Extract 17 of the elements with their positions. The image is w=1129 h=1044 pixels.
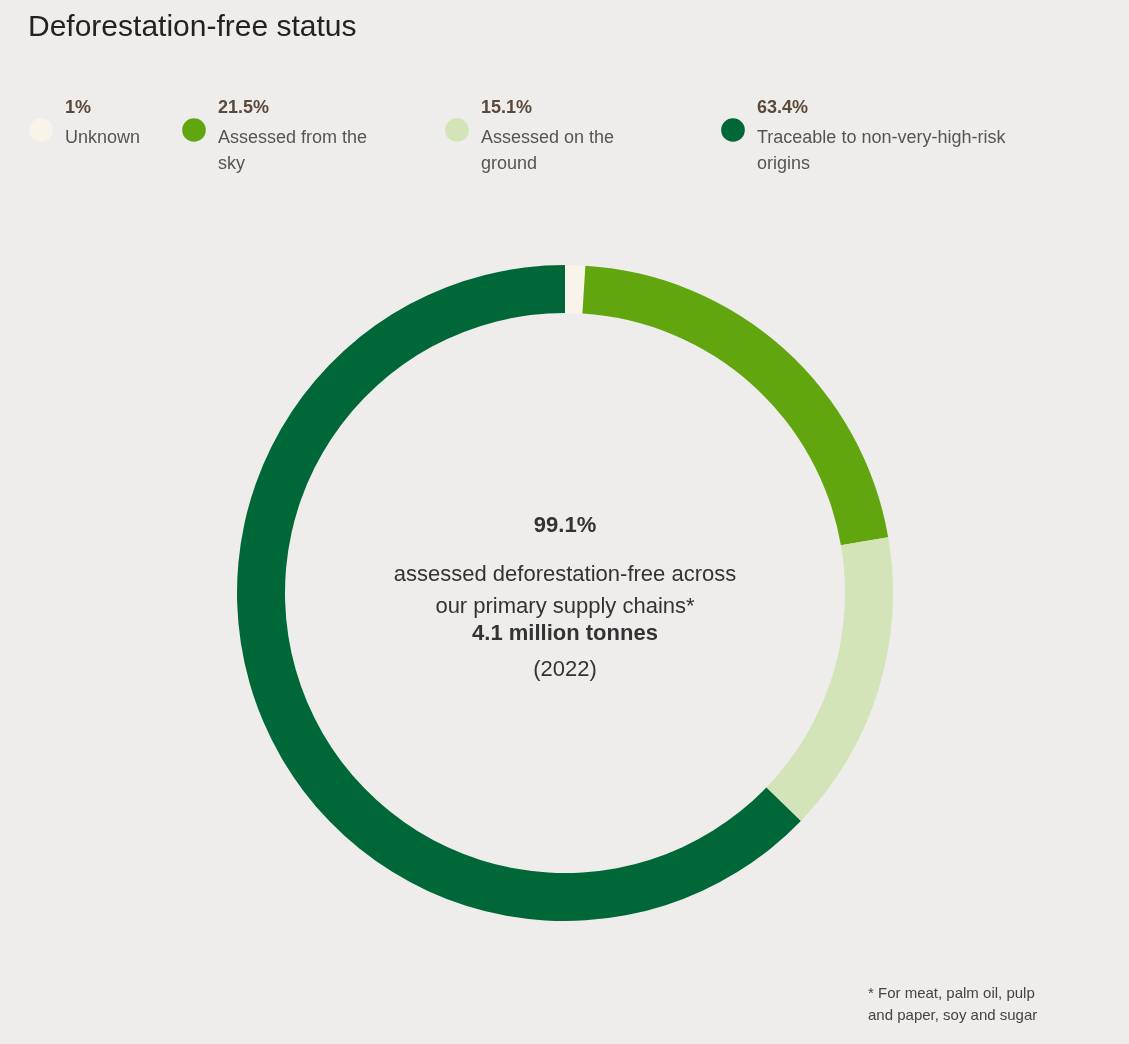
data-label: 1% <box>65 97 92 117</box>
text: 99.1% <box>533 512 597 537</box>
chart-title: Deforestation-free status <box>28 9 357 42</box>
legend-label: Assessed on the ground <box>481 127 615 174</box>
data-label: 21.5% <box>218 97 270 117</box>
donut-slice <box>766 537 893 821</box>
legend-label: Unknown <box>65 127 141 147</box>
legend-label: Traceable to non-very-high-risk origins <box>757 127 1007 174</box>
donut-slice <box>237 265 801 921</box>
data-label: 15.1% <box>481 97 533 117</box>
text: * For meat, palm oil, pulp and paper, soy and sugar <box>868 984 1038 1023</box>
text: (2022) <box>533 656 597 681</box>
donut-slice <box>565 265 586 314</box>
text: 4.1 million tonnes <box>472 620 658 645</box>
text: assessed deforestation-free across our primary supply chains* <box>393 561 737 618</box>
data-label: 63.4% <box>757 97 809 117</box>
legend-label: Assessed from the sky <box>218 127 368 174</box>
